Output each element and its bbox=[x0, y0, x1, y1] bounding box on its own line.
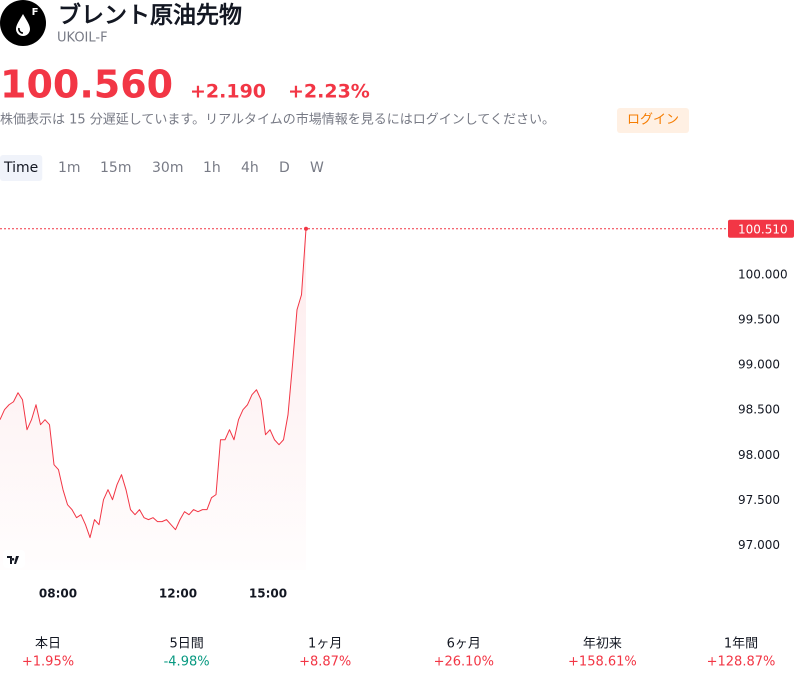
chart: 97.000 97.500 98.000 98.500 99.000 99.500 100.… bbox=[0, 219, 794, 601]
last-price-label: 100.510 bbox=[738, 222, 788, 236]
price: 100.560 bbox=[0, 63, 173, 107]
timeframe-label[interactable]: 4h bbox=[241, 160, 259, 176]
icon-letter: F bbox=[32, 7, 39, 18]
period-change: +8.87% bbox=[299, 655, 351, 670]
timeframe-label[interactable]: 1m bbox=[58, 160, 81, 176]
period-change: +1.95% bbox=[22, 655, 74, 670]
period-label: 1年間 bbox=[724, 637, 758, 652]
period-label: 本日 bbox=[35, 637, 61, 652]
timeframe-label[interactable]: D bbox=[279, 160, 290, 176]
x-tick-label: 12:00 bbox=[159, 587, 197, 601]
period-label: 1ヶ月 bbox=[308, 637, 342, 652]
timeframe-label[interactable]: W bbox=[310, 160, 324, 176]
last-price-badge bbox=[728, 219, 794, 238]
timeframe-label[interactable]: 15m bbox=[100, 160, 131, 176]
performance: 本日 +1.95% 5日間 -4.98% 1ヶ月 +8.87% 6ヶ月 +26.10% 年初来 +… bbox=[22, 636, 775, 670]
timeframe-tab[interactable]: 1m bbox=[58, 160, 81, 176]
symbol-icon: F bbox=[0, 0, 46, 46]
price-line-series bbox=[0, 228, 307, 539]
timeframe-tab[interactable]: W bbox=[310, 160, 324, 176]
title: ブレント原油先物 bbox=[58, 2, 242, 29]
y-tick-label: 97.500 bbox=[738, 493, 780, 507]
y-tick-label: 99.000 bbox=[738, 358, 780, 372]
timeframe-tab[interactable]: 15m bbox=[100, 160, 131, 176]
timeframe-tab[interactable]: 1h bbox=[203, 160, 221, 176]
x-tick-label: 15:00 bbox=[249, 587, 287, 601]
y-tick-label: 98.000 bbox=[738, 448, 780, 462]
y-tick-label: 99.500 bbox=[738, 312, 780, 326]
change: +2.190 bbox=[190, 81, 266, 103]
timeframe-tab[interactable]: 4h bbox=[241, 160, 259, 176]
period-change: +26.10% bbox=[434, 655, 494, 670]
x-tick-label: 08:00 bbox=[39, 587, 77, 601]
timeframe-active-bg[interactable] bbox=[0, 155, 43, 181]
y-tick-label: 100.000 bbox=[738, 267, 788, 281]
delay-notice: 株価表示は 15 分遅延しています。リアルタイムの市場情報を見るにはログインして… bbox=[0, 113, 555, 128]
area-fill bbox=[0, 228, 306, 570]
timeframe-tabs: Time 1m 15m 30m 1h 4h D W bbox=[0, 155, 324, 181]
period-change: +128.87% bbox=[707, 655, 776, 670]
login-label[interactable]: ログイン bbox=[627, 113, 679, 128]
timeframe-label[interactable]: Time bbox=[3, 160, 38, 176]
symbol: UKOIL-F bbox=[57, 31, 108, 46]
timeframe-tab[interactable]: Time bbox=[0, 155, 43, 181]
tradingview-logo bbox=[3, 550, 25, 568]
period-label: 5日間 bbox=[169, 637, 203, 652]
y-tick-label: 97.000 bbox=[738, 538, 780, 552]
login-button[interactable]: ログイン bbox=[617, 108, 689, 133]
timeframe-label[interactable]: 1h bbox=[203, 160, 221, 176]
timeframe-tab[interactable]: D bbox=[279, 160, 290, 176]
period-label: 年初来 bbox=[583, 636, 622, 652]
period-change: -4.98% bbox=[164, 655, 210, 670]
timeframe-tab[interactable]: 30m bbox=[152, 160, 183, 176]
timeframe-label[interactable]: 30m bbox=[152, 160, 183, 176]
period-change: +158.61% bbox=[568, 655, 637, 670]
period-label: 6ヶ月 bbox=[447, 637, 481, 652]
change-percent: +2.23% bbox=[288, 81, 370, 103]
y-tick-label: 98.500 bbox=[738, 403, 780, 417]
